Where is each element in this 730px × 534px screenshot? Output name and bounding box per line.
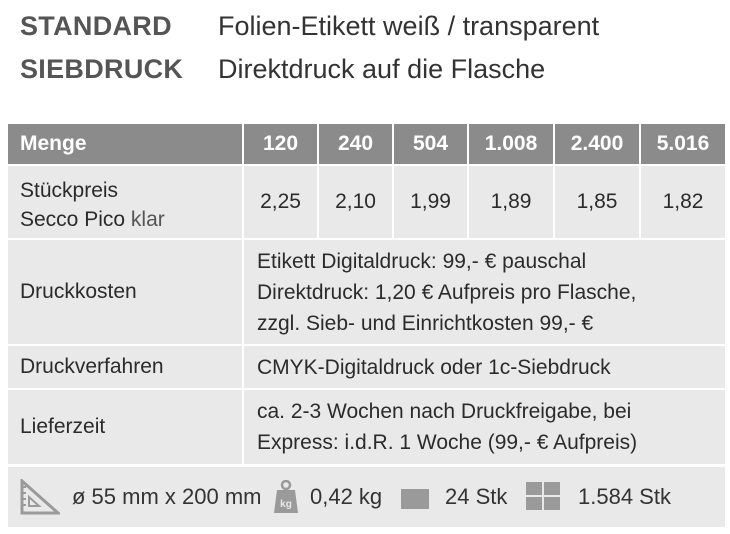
druckverfahren-label: Druckverfahren xyxy=(8,346,242,388)
dimensions-text: ø 55 mm x 200 mm xyxy=(72,484,262,509)
header-value-standard: Folien-Etikett weiß / transparent xyxy=(218,11,600,41)
qty-header: 120 xyxy=(244,124,317,164)
price-cell: 1,89 xyxy=(469,166,553,238)
price-cell: 1,85 xyxy=(555,166,639,238)
spec-footer: ø 55 mm x 200 mm kg 0,42 kg 24 Stk 1.584… xyxy=(8,467,725,527)
price-cell: 2,10 xyxy=(319,166,392,238)
product-variant: klar xyxy=(130,208,165,231)
price-cell: 2,25 xyxy=(244,166,317,238)
header-key-siebdruck: SIEBDRUCK xyxy=(20,54,184,84)
pack-text: 24 Stk xyxy=(445,484,508,509)
druckkosten-line: Etikett Digitaldruck: 99,- € pauschal xyxy=(257,250,587,273)
qty-header: 2.400 xyxy=(555,124,639,164)
qty-header: 504 xyxy=(394,124,467,164)
qty-header: 1.008 xyxy=(469,124,553,164)
price-cell: 1,82 xyxy=(641,166,725,238)
menge-header: Menge xyxy=(8,124,242,164)
druckkosten-label: Druckkosten xyxy=(8,240,242,344)
header-value-siebdruck: Direktdruck auf die Flasche xyxy=(218,54,546,84)
druckkosten-line: zzgl. Sieb- und Einrichtkosten 99,- € xyxy=(257,312,594,335)
stueckpreis-label-line1: Stückpreis xyxy=(20,179,119,202)
price-cell: 1,99 xyxy=(394,166,467,238)
druckverfahren-text: CMYK-Digitaldruck oder 1c-Siebdruck xyxy=(244,346,725,388)
lieferzeit-line: ca. 2-3 Wochen nach Druckfreigabe, bei xyxy=(257,400,632,423)
druckkosten-text: Etikett Digitaldruck: 99,- € pauschal Di… xyxy=(244,240,725,344)
weight-icon-text: kg xyxy=(280,499,292,510)
lieferzeit-line: Express: i.d.R. 1 Woche (99,- € Aufpreis… xyxy=(257,431,638,454)
weight-icon: kg xyxy=(273,467,299,527)
stueckpreis-label: Stückpreis Secco Pico klar xyxy=(8,166,242,238)
weight-text: 0,42 kg xyxy=(310,484,383,509)
lieferzeit-label: Lieferzeit xyxy=(8,390,242,464)
product-name: Secco Pico xyxy=(20,208,126,231)
pallet-text: 1.584 Stk xyxy=(578,484,671,509)
ruler-triangle-icon xyxy=(20,467,60,527)
druckkosten-line: Direktdruck: 1,20 € Aufpreis pro Flasche… xyxy=(257,281,637,304)
lieferzeit-text: ca. 2-3 Wochen nach Druckfreigabe, bei E… xyxy=(244,390,725,464)
qty-header: 240 xyxy=(319,124,392,164)
qty-header: 5.016 xyxy=(641,124,725,164)
pallet-icon xyxy=(526,467,560,527)
header-key-standard: STANDARD xyxy=(20,11,172,41)
box-icon xyxy=(401,467,429,527)
